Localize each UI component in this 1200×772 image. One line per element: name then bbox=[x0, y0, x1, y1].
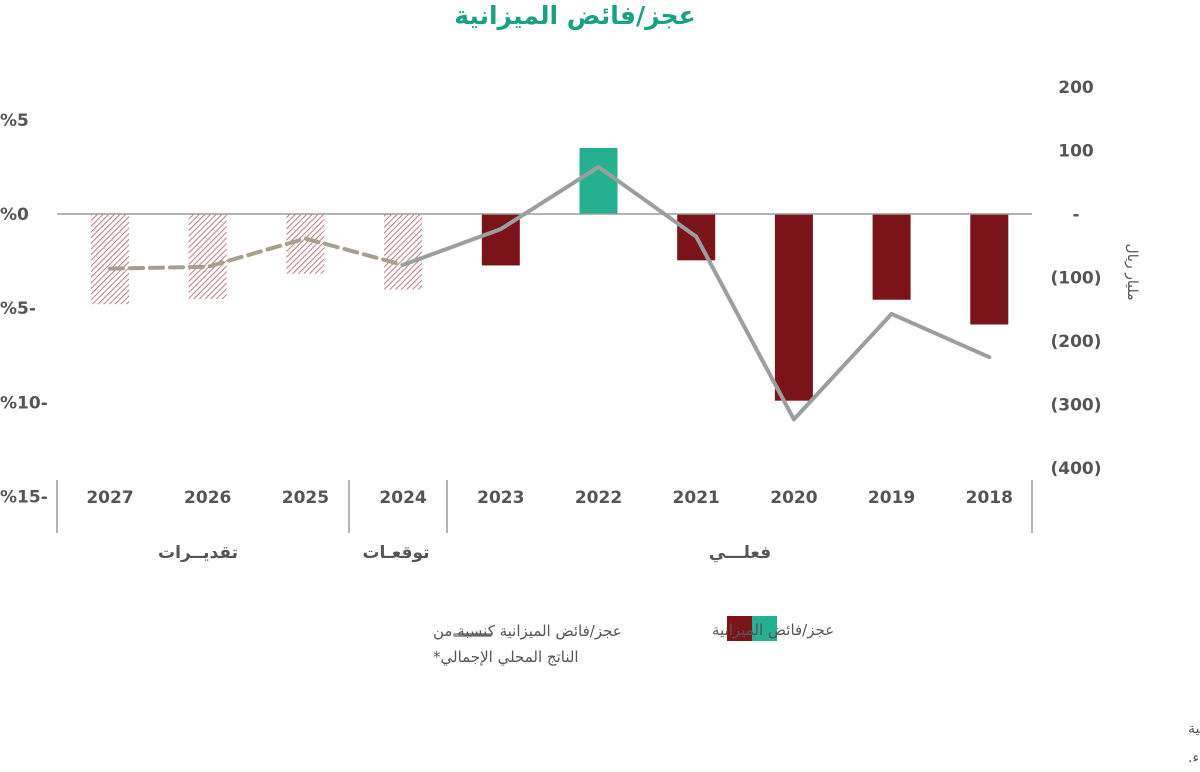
right-axis-tick: 200 bbox=[1058, 78, 1094, 98]
right-axis-tick: 100 bbox=[1058, 142, 1094, 162]
lines-layer bbox=[108, 164, 992, 422]
source-note: المصدر: وزارة المالية bbox=[1188, 721, 1200, 737]
group-dividers bbox=[56, 480, 1033, 533]
group-label-actual: فعلـــي bbox=[709, 543, 771, 563]
right-axis-tick: (300) bbox=[1050, 396, 1101, 416]
bar-2019 bbox=[872, 214, 911, 300]
bar-2026 bbox=[188, 214, 227, 300]
legend-item-gdp-ratio: عجز/فائض الميزانية كنسبة من الناتج المحل… bbox=[433, 622, 622, 667]
x-axis-label-2018: 2018 bbox=[966, 488, 1013, 508]
x-axis-label-2020: 2020 bbox=[770, 488, 817, 508]
right-axis-tick: (100) bbox=[1050, 269, 1101, 289]
left-axis-tick: %0 bbox=[0, 205, 29, 225]
footnote: *الأرقام الفعلية المحدثة للناتج المحلي ا… bbox=[1188, 748, 1200, 766]
left-axis-tick: %10- bbox=[0, 393, 48, 413]
right-axis-tick: (400) bbox=[1050, 459, 1101, 479]
left-axis-tick: %15- bbox=[0, 488, 48, 508]
x-axis-label-2022: 2022 bbox=[575, 488, 622, 508]
legend-label-gdp-ratio-line2: الناتج المحلي الإجمالي* bbox=[433, 648, 579, 667]
x-axis-label-2023: 2023 bbox=[477, 488, 524, 508]
right-axis-tick: - bbox=[1072, 205, 1079, 225]
x-axis-label-2025: 2025 bbox=[282, 488, 329, 508]
x-axis-label-2027: 2027 bbox=[86, 488, 133, 508]
x-axis-label-2021: 2021 bbox=[673, 488, 720, 508]
legend-label-budget-balance: عجز/فائض الميزانية bbox=[712, 621, 834, 639]
chart-title: عجز/فائض الميزانية bbox=[454, 1, 696, 31]
left-axis-ticks: %5 %0 %5- %10- %15- bbox=[0, 111, 48, 508]
right-axis-tick: (200) bbox=[1050, 332, 1101, 352]
group-label-forecasts: توقعـات bbox=[362, 543, 429, 563]
legend-item-budget-balance: عجز/فائض الميزانية bbox=[712, 616, 834, 641]
bar-2024 bbox=[384, 214, 423, 290]
bar-2027 bbox=[91, 214, 129, 305]
x-axis-label-2026: 2026 bbox=[184, 488, 231, 508]
left-axis-tick: %5 bbox=[0, 111, 29, 131]
right-axis-label: مليار ريال bbox=[1124, 244, 1140, 301]
legend-swatch-surplus bbox=[752, 616, 777, 641]
x-axis-label-2024: 2024 bbox=[379, 488, 426, 508]
legend-swatch-deficit bbox=[727, 616, 752, 641]
bar-2018 bbox=[970, 214, 1009, 325]
gdp-ratio-line-projection bbox=[108, 236, 406, 271]
legend-label-gdp-ratio-line1: عجز/فائض الميزانية كنسبة من bbox=[433, 622, 622, 640]
legend: عجز/فائض الميزانية عجز/فائض الميزانية كن… bbox=[433, 616, 834, 667]
gdp-ratio-line-actual bbox=[401, 164, 992, 422]
bar-2020 bbox=[774, 214, 813, 401]
bars-layer bbox=[91, 147, 1009, 401]
x-axis-year-labels: 2027 2026 2025 2024 2023 2022 2021 2020 2019 2018 bbox=[86, 488, 1013, 508]
group-label-estimates: تقديــرات bbox=[158, 543, 238, 563]
bar-2022 bbox=[579, 147, 618, 214]
left-axis-tick: %5- bbox=[0, 299, 36, 319]
x-axis-label-2019: 2019 bbox=[868, 488, 915, 508]
right-axis-ticks: 200 100 - (100) (200) (300) (400) bbox=[1050, 78, 1101, 479]
